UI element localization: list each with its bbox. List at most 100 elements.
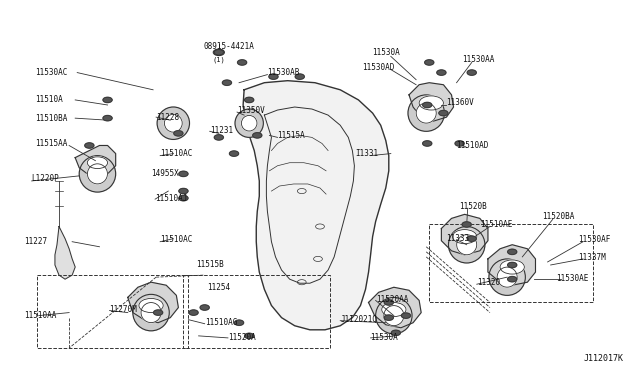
Ellipse shape <box>241 115 257 131</box>
Polygon shape <box>369 287 421 328</box>
Text: 11228: 11228 <box>156 113 179 122</box>
Polygon shape <box>75 145 116 178</box>
Circle shape <box>462 222 471 227</box>
Circle shape <box>189 310 198 315</box>
Ellipse shape <box>88 164 108 184</box>
Text: 11510AG: 11510AG <box>205 318 237 327</box>
Circle shape <box>467 70 476 75</box>
Circle shape <box>419 96 444 110</box>
Circle shape <box>500 260 524 274</box>
Text: L1220P: L1220P <box>32 174 60 183</box>
Circle shape <box>103 97 112 103</box>
Text: 11510AA: 11510AA <box>24 311 57 320</box>
Text: 11510AC: 11510AC <box>160 149 193 158</box>
Circle shape <box>179 188 188 194</box>
Circle shape <box>230 151 239 156</box>
Text: 11515AA: 11515AA <box>35 139 67 148</box>
Text: 11510AE: 11510AE <box>480 220 512 229</box>
Text: 11520A: 11520A <box>228 333 256 342</box>
Ellipse shape <box>235 109 263 137</box>
Circle shape <box>179 196 188 201</box>
Ellipse shape <box>164 114 182 132</box>
Ellipse shape <box>157 107 189 140</box>
Ellipse shape <box>133 294 169 331</box>
Text: 11530AF: 11530AF <box>578 235 611 244</box>
Text: 11333: 11333 <box>447 234 470 243</box>
Ellipse shape <box>449 227 485 263</box>
Ellipse shape <box>416 103 436 123</box>
Circle shape <box>467 236 476 241</box>
Circle shape <box>237 60 246 65</box>
Circle shape <box>425 60 434 65</box>
Circle shape <box>401 313 410 318</box>
Text: 11515A: 11515A <box>278 131 305 140</box>
Text: I1331: I1331 <box>355 149 378 158</box>
Text: 11227: 11227 <box>24 237 48 246</box>
Ellipse shape <box>376 297 412 334</box>
Text: 11337M: 11337M <box>578 253 605 262</box>
Circle shape <box>381 302 406 317</box>
Circle shape <box>508 249 516 254</box>
Circle shape <box>508 276 516 282</box>
Ellipse shape <box>141 302 161 323</box>
Text: 08915-4421A: 08915-4421A <box>204 42 255 51</box>
Circle shape <box>139 298 163 312</box>
Circle shape <box>422 102 432 108</box>
Text: 11530AD: 11530AD <box>362 63 395 72</box>
Ellipse shape <box>384 305 404 326</box>
Circle shape <box>234 320 244 326</box>
Text: 11530A: 11530A <box>372 48 401 57</box>
Text: 11231: 11231 <box>210 126 233 135</box>
Text: 11510BA: 11510BA <box>35 114 67 123</box>
Ellipse shape <box>489 259 525 295</box>
Text: J112017K: J112017K <box>583 354 623 363</box>
Circle shape <box>87 157 108 169</box>
Circle shape <box>200 305 209 310</box>
Circle shape <box>244 97 253 103</box>
Circle shape <box>455 141 464 146</box>
Text: 11530AA: 11530AA <box>461 55 494 64</box>
Text: 11270M: 11270M <box>109 305 138 314</box>
Polygon shape <box>409 83 454 121</box>
Circle shape <box>85 143 94 148</box>
Circle shape <box>244 333 253 339</box>
Text: 11520B: 11520B <box>460 202 487 211</box>
Text: 11320: 11320 <box>477 278 500 287</box>
Ellipse shape <box>497 267 517 287</box>
Polygon shape <box>488 245 536 285</box>
Text: 11360V: 11360V <box>447 99 474 108</box>
Text: 11510A: 11510A <box>35 96 63 105</box>
Text: 11515B: 11515B <box>196 260 225 269</box>
Circle shape <box>103 115 112 121</box>
Polygon shape <box>243 81 388 330</box>
Text: 11510AD: 11510AD <box>456 141 489 150</box>
Ellipse shape <box>408 95 444 131</box>
Circle shape <box>179 171 188 176</box>
Text: 11350V: 11350V <box>237 106 265 115</box>
Circle shape <box>384 300 394 305</box>
Ellipse shape <box>79 155 116 192</box>
Circle shape <box>508 262 516 267</box>
Circle shape <box>295 74 305 79</box>
Circle shape <box>452 230 477 244</box>
Polygon shape <box>128 282 179 323</box>
Circle shape <box>391 330 401 336</box>
Text: 11520AA: 11520AA <box>376 295 408 304</box>
Text: J1I2021Q: J1I2021Q <box>340 315 377 324</box>
Text: 11510AC: 11510AC <box>160 235 193 244</box>
Text: 11520BA: 11520BA <box>543 212 575 221</box>
Circle shape <box>253 133 262 138</box>
Circle shape <box>422 141 432 146</box>
Text: 11530AE: 11530AE <box>556 274 588 283</box>
Text: 11530AC: 11530AC <box>35 68 67 77</box>
Circle shape <box>214 135 223 140</box>
Text: 11510AJ: 11510AJ <box>155 194 188 203</box>
Circle shape <box>154 310 163 315</box>
Circle shape <box>222 80 232 85</box>
Polygon shape <box>442 214 488 255</box>
Ellipse shape <box>457 235 477 255</box>
Circle shape <box>174 131 183 136</box>
Text: 11530AB: 11530AB <box>268 68 300 77</box>
Circle shape <box>439 110 448 116</box>
Polygon shape <box>55 227 75 279</box>
